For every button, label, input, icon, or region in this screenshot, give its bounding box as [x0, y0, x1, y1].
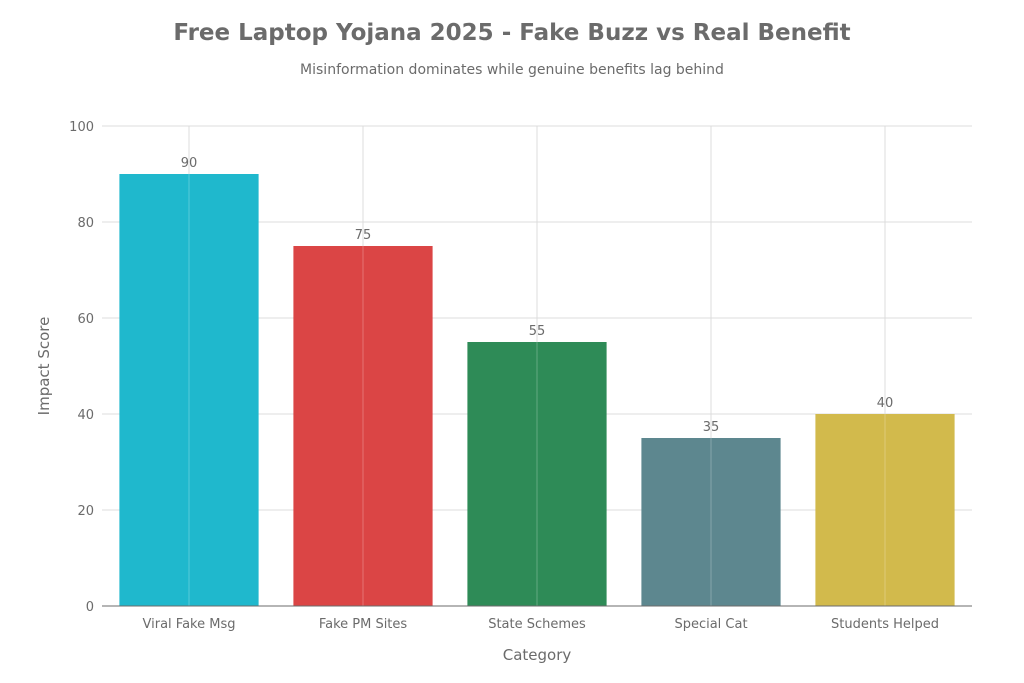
bar [815, 414, 955, 606]
y-axis-title: Impact Score [35, 317, 53, 416]
bar [119, 174, 259, 606]
x-tick-label: Students Helped [831, 617, 939, 632]
y-tick-label: 60 [77, 312, 94, 327]
bar [293, 246, 433, 606]
x-tick-label: Fake PM Sites [319, 617, 408, 632]
data-label: 75 [355, 228, 372, 243]
chart-title: Free Laptop Yojana 2025 - Fake Buzz vs R… [173, 20, 851, 46]
data-label: 55 [529, 324, 546, 339]
y-tick-label: 20 [77, 504, 94, 519]
bar [467, 342, 607, 606]
y-tick-label: 100 [69, 120, 94, 135]
chart-subtitle: Misinformation dominates while genuine b… [300, 62, 724, 78]
x-tick-label: State Schemes [488, 617, 586, 632]
bar [641, 438, 781, 606]
y-tick-label: 0 [86, 600, 94, 615]
y-tick-label: 80 [77, 216, 94, 231]
data-label: 90 [181, 156, 198, 171]
x-tick-label: Viral Fake Msg [143, 617, 236, 632]
x-axis-title: Category [503, 646, 572, 664]
y-tick-label: 40 [77, 408, 94, 423]
data-label: 35 [703, 420, 720, 435]
x-tick-label: Special Cat [674, 617, 747, 632]
data-label: 40 [877, 396, 894, 411]
